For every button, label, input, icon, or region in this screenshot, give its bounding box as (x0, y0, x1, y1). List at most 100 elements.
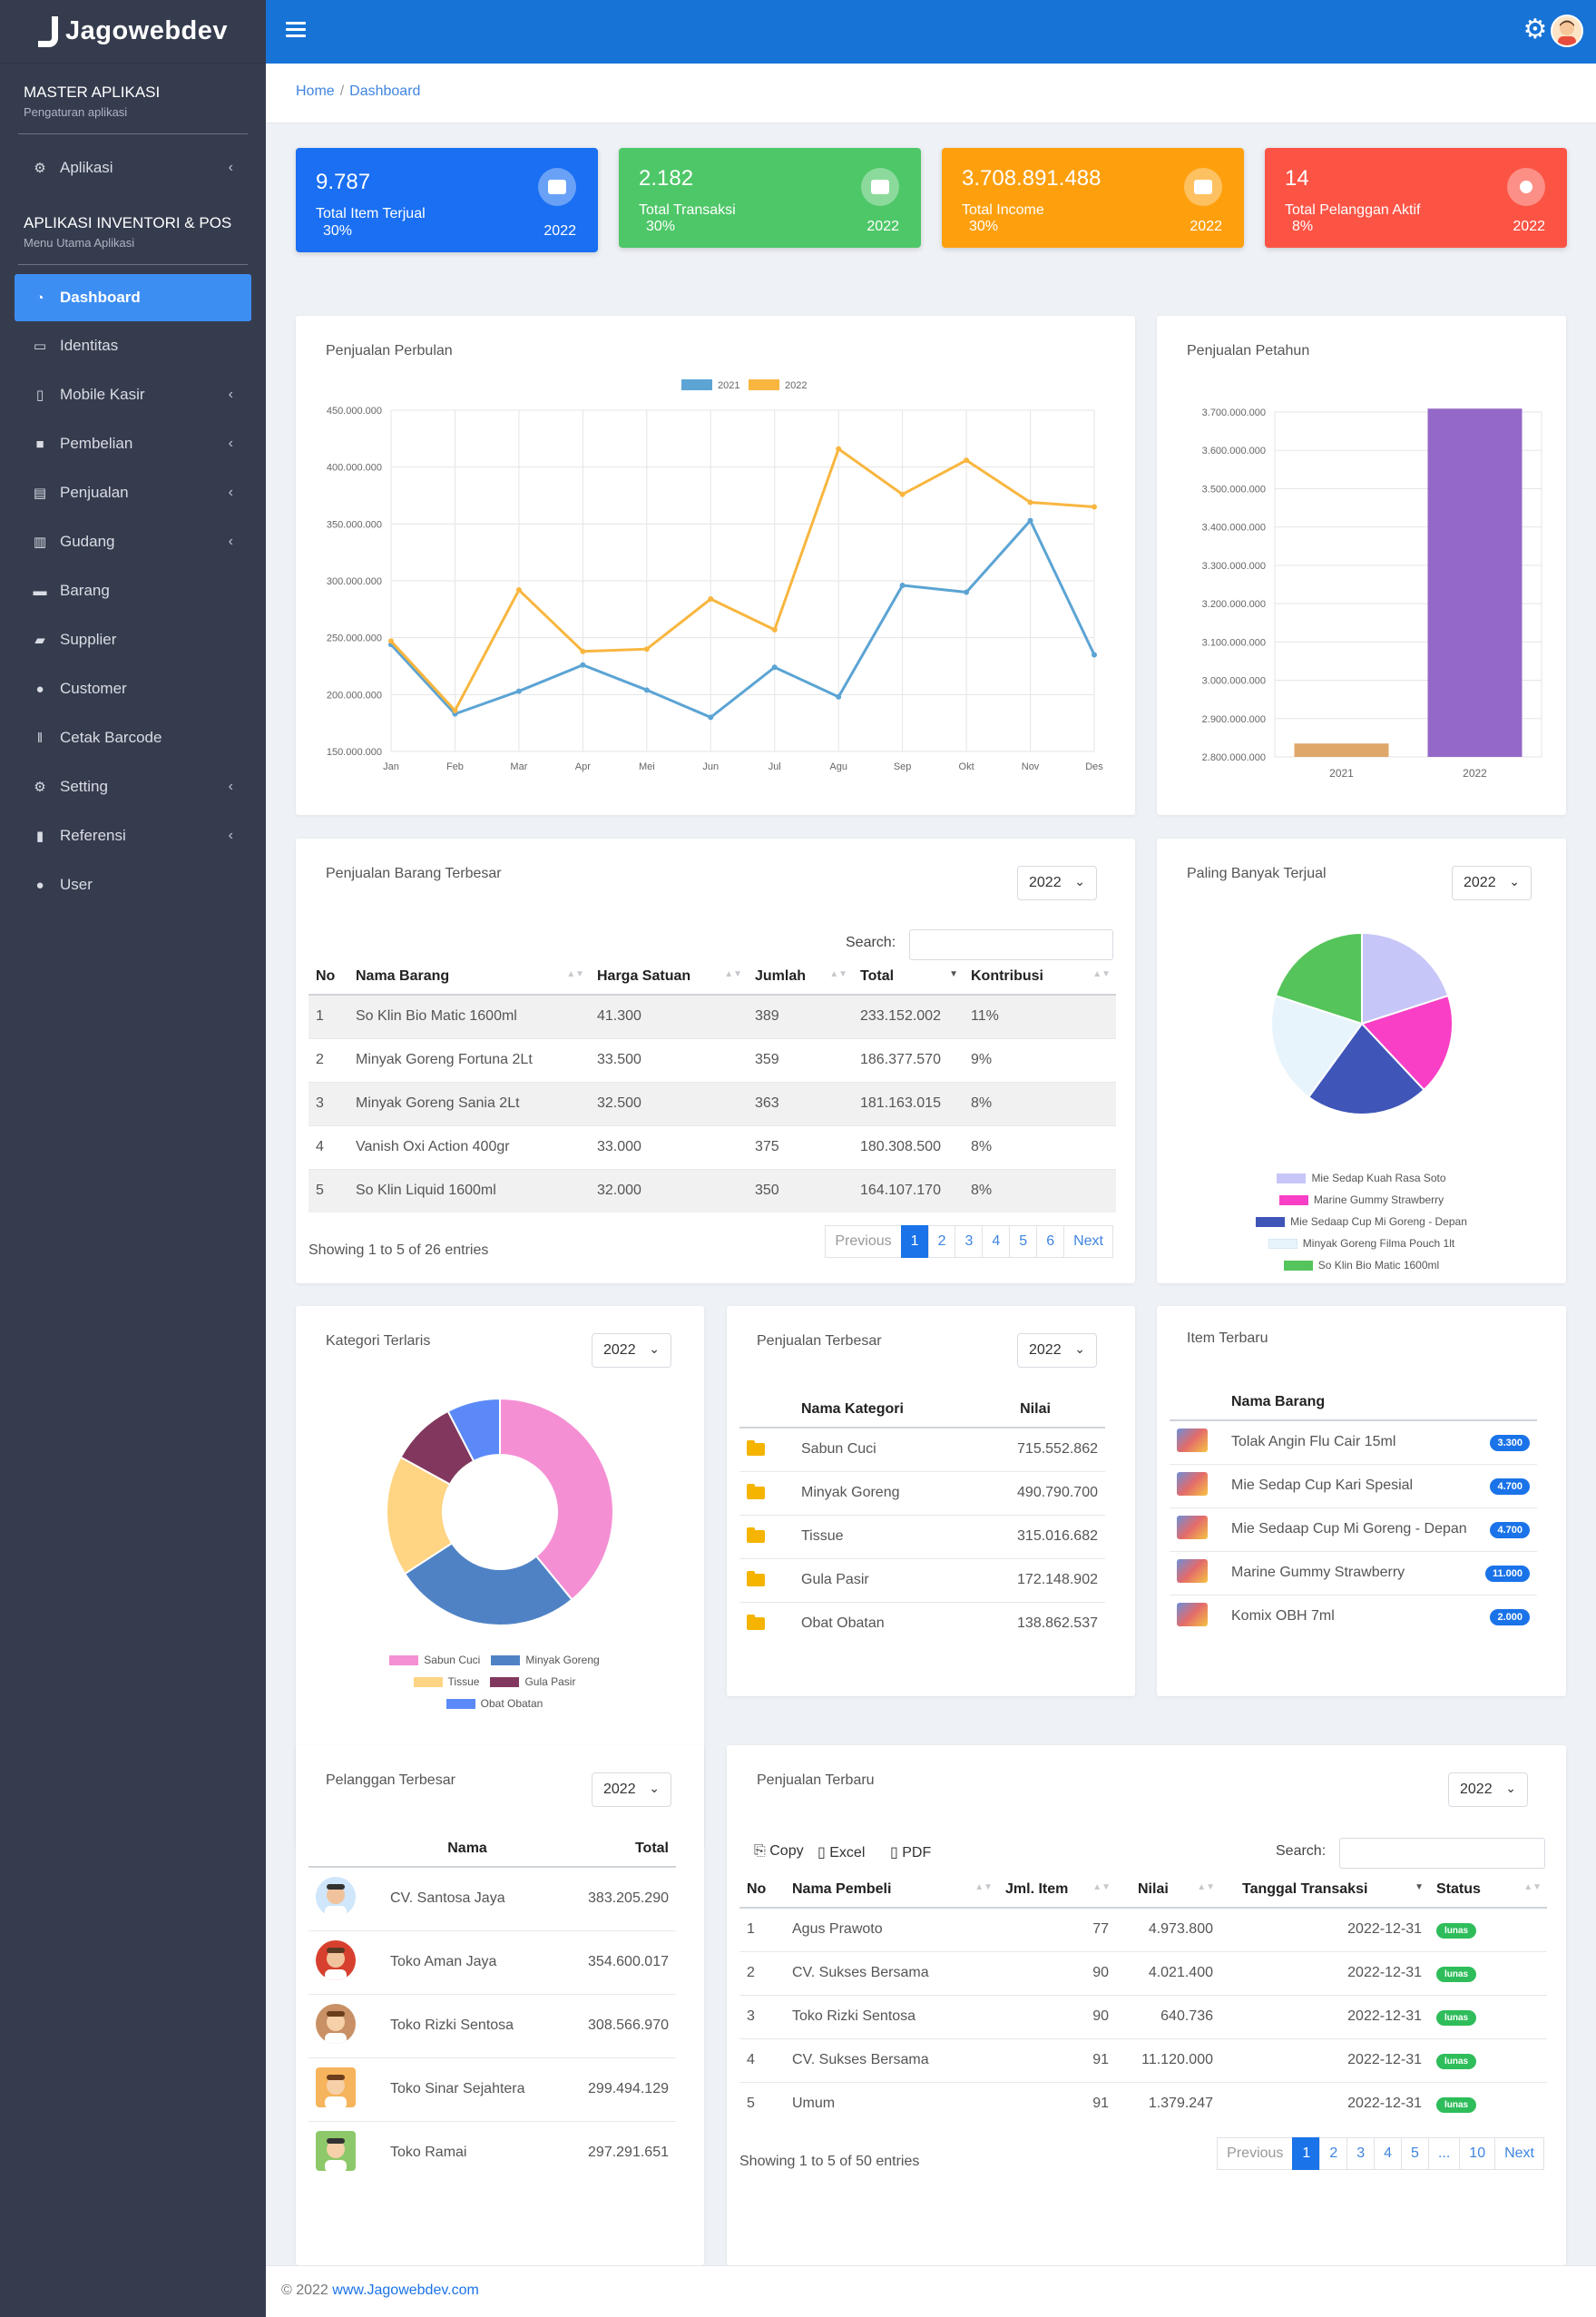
table-cell: 2022-12-31 (1220, 1994, 1429, 2038)
table-row[interactable]: CV. Santosa Jaya 383.205.290 (308, 1866, 676, 1930)
file-excel-icon: ▯ (818, 1845, 830, 1860)
table-row[interactable]: 3 Minyak Goreng Sania 2Lt 32.500 363 181.163… (308, 1081, 1116, 1125)
x-tick-label: Agu (829, 761, 847, 772)
table-row[interactable]: Toko Aman Jaya 354.600.017 (308, 1929, 676, 1994)
breadcrumb-home[interactable]: Home (296, 83, 335, 99)
table-row[interactable]: Minyak Goreng 490.790.700 (739, 1470, 1105, 1515)
menu-toggle-icon[interactable] (286, 22, 306, 41)
page-10[interactable]: 10 (1459, 2137, 1496, 2170)
table-row[interactable]: Marine Gummy Strawberry 11.000 (1170, 1550, 1537, 1595)
col-header[interactable]: No (739, 1871, 785, 1909)
card-penjualan-terbaru: Penjualan Terbaru 2022 ⌄ ⎘ Copy ▯ Excel ▯… (727, 1745, 1566, 2265)
year-select[interactable]: 2022 ⌄ (1017, 1333, 1097, 1368)
sidebar-item-gudang[interactable]: ▥ Gudang ‹ (0, 517, 266, 566)
sidebar-item-referensi[interactable]: ▮ Referensi ‹ (0, 811, 266, 860)
year-select[interactable]: 2022 ⌄ (1452, 866, 1532, 900)
table-row[interactable]: Tolak Angin Flu Cair 15ml 3.300 (1170, 1419, 1537, 1464)
col-header[interactable]: Harga Satuan ▲▼ (590, 958, 748, 996)
table-row[interactable]: 2 CV. Sukses Bersama 90 4.021.400 2022-12-31… (739, 1950, 1547, 1995)
table-row[interactable]: 4 CV. Sukses Bersama 91 11.120.000 2022-12-3… (739, 2037, 1547, 2082)
table-row[interactable]: 1 So Klin Bio Matic 1600ml 41.300 389 233.15… (308, 994, 1116, 1038)
legend-label: Gula Pasir (524, 1675, 576, 1688)
copy-button[interactable]: ⎘ Copy (745, 1838, 813, 1865)
section-master: MASTER APLIKASI Pengaturan aplikasi (0, 64, 266, 128)
status-badge: lunas (1436, 2053, 1477, 2069)
breadcrumb-current[interactable]: Dashboard (349, 83, 421, 99)
year-select[interactable]: 2022 ⌄ (1017, 866, 1097, 900)
sidebar-item-user[interactable]: ● User (0, 860, 266, 909)
table-row[interactable]: 1 Agus Prawoto 77 4.973.800 2022-12-31 lunas (739, 1907, 1547, 1951)
page-previous[interactable]: Previous (825, 1225, 902, 1258)
table-row[interactable]: 3 Toko Rizki Sentosa 90 640.736 2022-12-31 lu… (739, 1994, 1547, 2038)
table-cell: 383.205.290 (563, 1866, 676, 1930)
pdf-button[interactable]: ▯ PDF (881, 1838, 940, 1867)
page-3[interactable]: 3 (1346, 2137, 1376, 2170)
sidebar-item-setting[interactable]: ⚙ Setting ‹ (0, 762, 266, 811)
table-row[interactable]: Komix OBH 7ml 2.000 (1170, 1594, 1537, 1638)
col-header[interactable]: Kontribusi ▲▼ (964, 958, 1116, 996)
table-cell: Marine Gummy Strawberry (1224, 1550, 1478, 1595)
year-select[interactable]: 2022 ⌄ (1448, 1772, 1528, 1807)
table-row[interactable]: 2 Minyak Goreng Fortuna 2Lt 33.500 359 186.3… (308, 1037, 1116, 1082)
col-header-label: Nilai (1138, 1880, 1169, 1897)
col-header[interactable]: Total ▼ (853, 958, 964, 996)
table-row[interactable]: Tissue 315.016.682 (739, 1514, 1105, 1558)
sidebar-item-aplikasi[interactable]: ⚙ Aplikasi ‹ (0, 143, 266, 192)
page-5[interactable]: 5 (1009, 1225, 1038, 1258)
search-input[interactable] (909, 929, 1113, 960)
table-row[interactable]: 4 Vanish Oxi Action 400gr 33.000 375 180.308… (308, 1124, 1116, 1169)
table-row[interactable]: Sabun Cuci 715.552.862 (739, 1427, 1105, 1471)
col-header[interactable]: Tanggal Transaksi ▼ (1220, 1871, 1429, 1909)
sidebar-item-barang[interactable]: ▬ Barang (0, 566, 266, 615)
table-row[interactable]: Toko Sinar Sejahtera 299.494.129 (308, 2057, 676, 2121)
col-header[interactable]: Jumlah ▲▼ (748, 958, 853, 996)
page-5[interactable]: 5 (1401, 2137, 1429, 2170)
col-header[interactable]: Nama Barang ▲▼ (348, 958, 590, 996)
col-header[interactable]: Nilai ▲▼ (1116, 1871, 1220, 1909)
page-4[interactable]: 4 (982, 1225, 1011, 1258)
search-input[interactable] (1339, 1838, 1545, 1869)
page-3[interactable]: 3 (955, 1225, 984, 1258)
col-header[interactable]: No (308, 958, 348, 996)
excel-button[interactable]: ▯ Excel (808, 1838, 874, 1867)
page-next[interactable]: Next (1063, 1225, 1113, 1258)
page-1[interactable]: 1 (900, 1225, 929, 1258)
page-2[interactable]: 2 (1319, 2137, 1348, 2170)
col-header[interactable]: Status ▲▼ (1429, 1871, 1547, 1909)
sidebar-item-penjualan[interactable]: ▤ Penjualan ‹ (0, 468, 266, 517)
page-6[interactable]: 6 (1036, 1225, 1065, 1258)
table-cell: Gula Pasir (794, 1557, 966, 1602)
sidebar-item-cetak-barcode[interactable]: ‖ Cetak Barcode (0, 713, 266, 762)
user-avatar[interactable] (1551, 15, 1583, 47)
table-row[interactable]: Toko Rizki Sentosa 308.566.970 (308, 1993, 676, 2057)
sidebar-item-mobile-kasir[interactable]: ▯ Mobile Kasir ‹ (0, 370, 266, 419)
page-previous[interactable]: Previous (1217, 2137, 1294, 2170)
page-next[interactable]: Next (1494, 2137, 1544, 2170)
sidebar-item-supplier[interactable]: ▰ Supplier (0, 615, 266, 664)
year-select[interactable]: 2022 ⌄ (592, 1772, 671, 1807)
sidebar-item-dashboard[interactable]: ◔ Dashboard (15, 274, 251, 321)
table-row[interactable]: Mie Sedaap Cup Mi Goreng - Depan 4.700 (1170, 1507, 1537, 1551)
section-title: APLIKASI INVENTORI & POS (24, 214, 232, 231)
table-row[interactable]: 5 Umum 91 1.379.247 2022-12-31 lunas (739, 2081, 1547, 2126)
sidebar-item-identitas[interactable]: ▭ Identitas (0, 321, 266, 370)
col-header[interactable]: Jml. Item ▲▼ (998, 1871, 1116, 1909)
table-row[interactable]: 5 So Klin Liquid 1600ml 32.000 350 164.107.1… (308, 1168, 1116, 1212)
footer-link[interactable]: www.Jagowebdev.com (332, 2283, 479, 2298)
table-row[interactable]: Toko Ramai 297.291.651 (308, 2120, 676, 2184)
col-header[interactable]: Nama Pembeli ▲▼ (785, 1871, 998, 1909)
table-row[interactable]: Gula Pasir 172.148.902 (739, 1557, 1105, 1602)
settings-gear-icon[interactable]: ⚙ (1523, 15, 1548, 44)
legend-item: Mie Sedaap Cup Mi Goreng - Depan (1157, 1211, 1566, 1232)
page-2[interactable]: 2 (927, 1225, 956, 1258)
table-row[interactable]: Mie Sedap Cup Kari Spesial 4.700 (1170, 1463, 1537, 1507)
brand[interactable]: Jagowebdev (0, 0, 266, 64)
year-select[interactable]: 2022 ⌄ (592, 1333, 671, 1368)
page-1[interactable]: 1 (1292, 2137, 1321, 2170)
col-header-label: Nama Barang (356, 967, 450, 984)
page-ellipsisellipsisellipsis[interactable]: ... (1427, 2137, 1461, 2170)
sidebar-item-customer[interactable]: ● Customer (0, 664, 266, 713)
sidebar-item-pembelian[interactable]: ■ Pembelian ‹ (0, 419, 266, 468)
page-4[interactable]: 4 (1374, 2137, 1403, 2170)
table-row[interactable]: Obat Obatan 138.862.537 (739, 1601, 1105, 1645)
